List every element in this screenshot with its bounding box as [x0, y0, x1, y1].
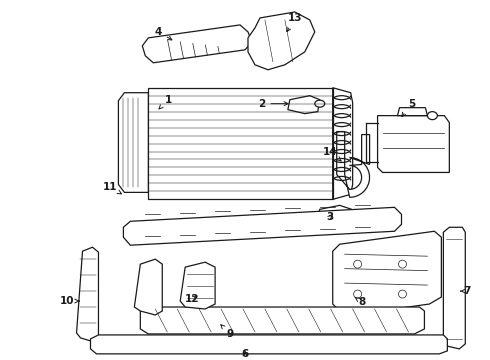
Polygon shape — [142, 25, 252, 63]
Polygon shape — [318, 205, 352, 221]
Text: 8: 8 — [355, 297, 365, 307]
Polygon shape — [76, 247, 98, 341]
Text: 1: 1 — [159, 95, 172, 109]
Text: 4: 4 — [154, 27, 172, 40]
Polygon shape — [134, 259, 162, 315]
Text: 5: 5 — [402, 99, 415, 117]
Circle shape — [354, 260, 362, 268]
Polygon shape — [248, 12, 315, 70]
Text: 3: 3 — [326, 212, 333, 222]
Polygon shape — [397, 108, 427, 116]
Text: 2: 2 — [258, 99, 288, 109]
Polygon shape — [119, 93, 148, 192]
Polygon shape — [333, 231, 441, 311]
Polygon shape — [443, 227, 465, 349]
Polygon shape — [123, 207, 401, 245]
Text: 12: 12 — [185, 294, 199, 304]
Text: 7: 7 — [461, 286, 471, 296]
Polygon shape — [148, 88, 333, 199]
Polygon shape — [378, 116, 449, 172]
Text: 13: 13 — [287, 13, 302, 32]
Polygon shape — [337, 131, 369, 197]
Text: 14: 14 — [322, 147, 341, 161]
Ellipse shape — [315, 100, 325, 107]
Polygon shape — [140, 307, 424, 334]
Polygon shape — [288, 96, 320, 114]
Circle shape — [398, 260, 407, 268]
Text: 10: 10 — [59, 296, 79, 306]
Ellipse shape — [427, 112, 438, 120]
Circle shape — [398, 290, 407, 298]
Text: 6: 6 — [242, 349, 248, 359]
Text: 11: 11 — [103, 183, 122, 194]
Polygon shape — [180, 262, 215, 309]
Text: 9: 9 — [221, 325, 234, 339]
Circle shape — [354, 290, 362, 298]
Polygon shape — [91, 335, 447, 354]
